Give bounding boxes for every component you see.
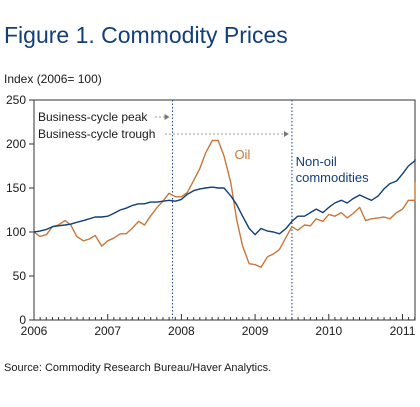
x-tick-label: 2006 [21,324,48,338]
figure-title: Figure 1. Commodity Prices [4,22,288,48]
x-tick-label: 2010 [315,324,342,338]
y-tick-label: 50 [13,269,27,283]
chart-series [33,139,416,268]
series-annotation: Oil [234,147,250,162]
x-tick-label: 2007 [94,324,121,338]
y-tick-label: 200 [6,137,26,151]
x-tick-label: 2009 [242,324,269,338]
series-annotation: commodities [296,170,369,185]
y-tick-label: 150 [6,181,26,195]
y-axis-label: Index (2006= 100) [4,72,102,86]
y-tick-label: 0 [19,313,26,327]
business-cycle-lines: Business-cycle peak Business-cycle trough [38,100,293,320]
y-tick-label: 250 [6,93,26,107]
y-tick-label: 100 [6,225,26,239]
peak-label: Business-cycle peak [38,110,148,124]
x-tick-label: 2011 [390,324,416,338]
source-note: Source: Commodity Research Bureau/Haver … [4,362,272,374]
trough-label: Business-cycle trough [38,127,155,141]
arrow-head [164,114,170,120]
series-annotation: Non-oil [296,154,337,169]
series-line-non-oil-commodities [33,159,416,236]
chart-axes: 0 50 100 150 200 250 2006 2007 2008 2009 2010 2011 [6,93,416,338]
arrow-head [283,131,289,137]
x-tick-label: 2008 [168,324,195,338]
series-line-oil [33,139,416,268]
